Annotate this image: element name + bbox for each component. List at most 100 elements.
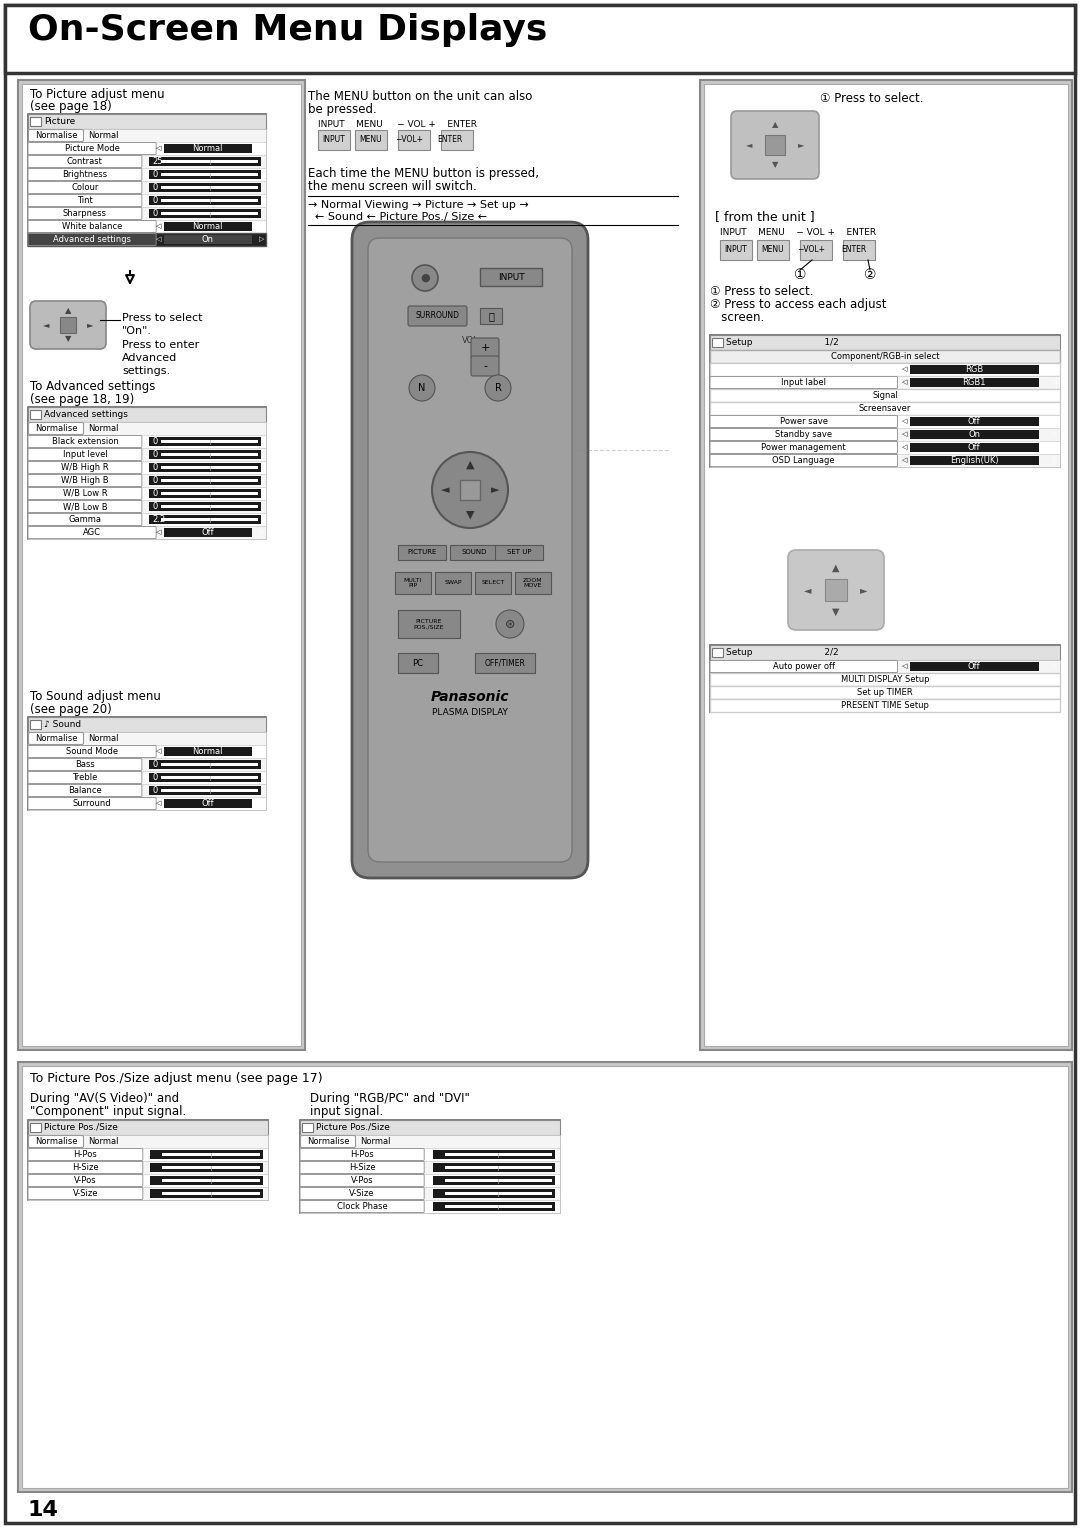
FancyBboxPatch shape [28, 423, 83, 434]
Bar [164, 799, 252, 808]
Bar [445, 1206, 552, 1209]
Text: V-Size: V-Size [72, 1189, 98, 1198]
Text: ◁: ◁ [902, 419, 907, 425]
Text: ENTER: ENTER [437, 136, 462, 145]
Text: 0: 0 [152, 463, 158, 472]
Text: ►: ► [86, 321, 93, 330]
Bar [710, 698, 1059, 712]
Text: OSD Language: OSD Language [772, 455, 835, 465]
Bar [710, 645, 1059, 712]
Bar [28, 526, 266, 539]
Bar [5, 5, 1075, 73]
Bar [355, 130, 387, 150]
Text: ◁: ◁ [902, 445, 907, 451]
Text: ◁: ◁ [902, 367, 907, 373]
Bar [162, 1154, 260, 1157]
Text: ◄: ◄ [805, 585, 812, 594]
Text: Press to select: Press to select [122, 313, 203, 322]
Text: V-Pos: V-Pos [75, 1177, 97, 1186]
FancyBboxPatch shape [731, 112, 819, 179]
Text: ▷: ▷ [258, 530, 264, 535]
Bar [29, 1122, 267, 1199]
Text: V-Pos: V-Pos [351, 1177, 374, 1186]
Text: INPUT    MENU    − VOL +    ENTER: INPUT MENU − VOL + ENTER [720, 228, 876, 237]
Bar [710, 364, 1059, 376]
Bar [149, 437, 261, 446]
Text: ← Sound ← Picture Pos./ Size ←: ← Sound ← Picture Pos./ Size ← [315, 212, 487, 222]
Text: OFF/TIMER: OFF/TIMER [485, 659, 526, 668]
Bar [757, 240, 789, 260]
Bar [300, 1120, 561, 1213]
Text: PICTURE
POS./SIZE: PICTURE POS./SIZE [414, 619, 444, 630]
Bar [150, 1163, 264, 1172]
Bar [300, 1187, 561, 1199]
Bar [161, 212, 258, 215]
Bar [450, 545, 498, 559]
Text: ① Press to select.: ① Press to select. [820, 92, 923, 105]
Text: (see page 20): (see page 20) [30, 703, 111, 717]
Text: ▷: ▷ [1053, 431, 1058, 437]
Bar [28, 1148, 268, 1161]
Bar [515, 571, 551, 594]
FancyBboxPatch shape [28, 772, 141, 784]
Text: ▼: ▼ [465, 510, 474, 520]
Text: ▷: ▷ [258, 237, 264, 243]
Text: SET UP: SET UP [507, 549, 531, 555]
Text: Normalise: Normalise [35, 733, 78, 743]
Text: MULTI DISPLAY Setup: MULTI DISPLAY Setup [840, 675, 929, 685]
Bar [28, 142, 266, 154]
FancyBboxPatch shape [28, 220, 157, 232]
FancyBboxPatch shape [28, 527, 157, 538]
Bar [909, 365, 1039, 374]
Bar [28, 1161, 268, 1174]
Bar [300, 1120, 561, 1135]
Text: To Picture Pos./Size adjust menu (see page 17): To Picture Pos./Size adjust menu (see pa… [30, 1073, 323, 1085]
Text: −VOL+: −VOL+ [797, 246, 825, 255]
Bar [164, 144, 252, 153]
Text: During "AV(S Video)" and: During "AV(S Video)" and [30, 1093, 179, 1105]
Text: Power management: Power management [761, 443, 846, 452]
Bar [480, 309, 502, 324]
Text: −VOL+: −VOL+ [395, 136, 423, 145]
Bar [161, 762, 258, 766]
Bar [161, 776, 258, 779]
Bar [435, 571, 471, 594]
Text: Each time the MENU button is pressed,: Each time the MENU button is pressed, [308, 167, 539, 180]
FancyBboxPatch shape [28, 168, 141, 180]
Text: Auto power off: Auto power off [773, 662, 835, 671]
FancyBboxPatch shape [28, 1149, 143, 1160]
Text: 0: 0 [152, 759, 158, 769]
Bar [399, 610, 460, 639]
Bar [395, 571, 431, 594]
Text: 0: 0 [152, 785, 158, 795]
Text: N: N [418, 384, 426, 393]
Bar [712, 648, 723, 657]
Text: V-Size: V-Size [349, 1189, 375, 1198]
Text: Normal: Normal [87, 733, 119, 743]
Bar [28, 168, 266, 180]
Text: Normalise: Normalise [307, 1137, 349, 1146]
Text: settings.: settings. [122, 367, 171, 376]
FancyBboxPatch shape [28, 475, 141, 486]
Bar [164, 235, 252, 244]
Text: ① Press to select.: ① Press to select. [710, 286, 813, 298]
Bar [318, 130, 350, 150]
Bar [28, 772, 266, 784]
Text: 0: 0 [152, 170, 158, 179]
Text: Balance: Balance [68, 785, 102, 795]
Text: ▲: ▲ [833, 562, 840, 573]
Text: Normal: Normal [360, 1137, 391, 1146]
Bar [909, 417, 1039, 426]
FancyBboxPatch shape [300, 1175, 424, 1187]
Bar [28, 128, 266, 142]
Bar [475, 571, 511, 594]
FancyBboxPatch shape [28, 142, 157, 154]
Bar [28, 732, 266, 746]
Bar [28, 500, 266, 513]
Text: Treble: Treble [72, 773, 97, 782]
Bar [161, 440, 258, 443]
Text: Normal: Normal [87, 423, 119, 432]
Bar [300, 1135, 561, 1148]
Text: 🔇: 🔇 [488, 312, 494, 321]
Bar [149, 196, 261, 205]
